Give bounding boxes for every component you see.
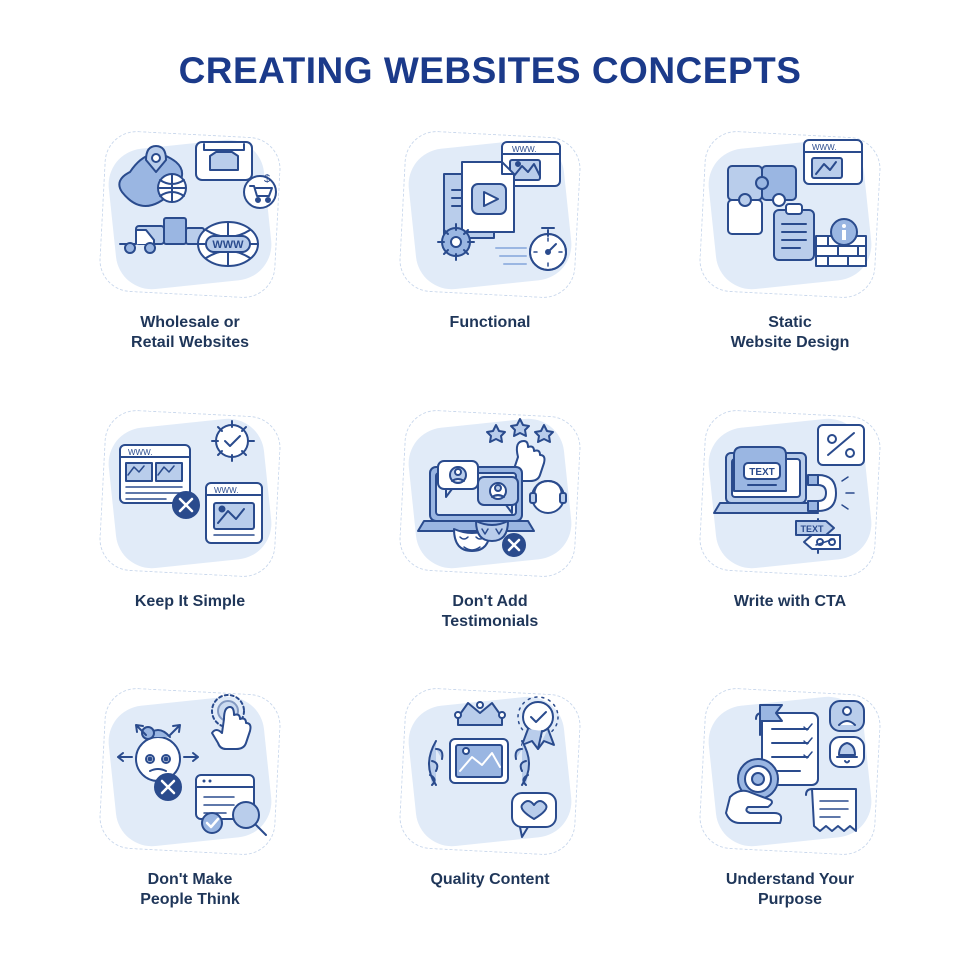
cell-label: Keep It Simple bbox=[135, 592, 245, 612]
svg-text:TEXT: TEXT bbox=[749, 467, 775, 478]
cell-quality-content: Quality Content bbox=[360, 689, 620, 940]
tile bbox=[400, 689, 580, 854]
write-cta-icon: TEXT TEXT bbox=[700, 411, 880, 576]
cell-write-cta: TEXT TEXT bbox=[660, 411, 920, 662]
tile: WWW. WWW. bbox=[100, 411, 280, 576]
tile: TEXT TEXT bbox=[700, 411, 880, 576]
cell-functional: WWW. bbox=[360, 132, 620, 383]
cell-wholesale-retail: $ bbox=[60, 132, 320, 383]
svg-text:WWW.: WWW. bbox=[128, 448, 152, 457]
static-design-icon: WWW. bbox=[700, 132, 880, 297]
no-testimonials-icon bbox=[400, 411, 580, 576]
svg-text:WWW.: WWW. bbox=[512, 145, 536, 154]
svg-text:TEXT: TEXT bbox=[800, 524, 824, 534]
cell-no-testimonials: Don't AddTestimonials bbox=[360, 411, 620, 662]
functional-icon: WWW. bbox=[400, 132, 580, 297]
wholesale-retail-icon: $ bbox=[100, 132, 280, 297]
svg-text:WWW.: WWW. bbox=[214, 486, 238, 495]
cell-label: Don't AddTestimonials bbox=[442, 592, 539, 632]
tile: WWW. bbox=[700, 132, 880, 297]
keep-simple-icon: WWW. WWW. bbox=[100, 411, 280, 576]
dont-think-icon bbox=[100, 689, 280, 854]
cell-label: Quality Content bbox=[430, 870, 549, 890]
cell-keep-simple: WWW. WWW. bbox=[60, 411, 320, 662]
tile bbox=[700, 689, 880, 854]
understand-purpose-icon bbox=[700, 689, 880, 854]
concepts-grid: $ bbox=[60, 132, 920, 940]
cell-label: Don't MakePeople Think bbox=[140, 870, 240, 910]
cell-label: StaticWebsite Design bbox=[731, 313, 850, 353]
cell-label: Wholesale orRetail Websites bbox=[131, 313, 249, 353]
cell-dont-think: Don't MakePeople Think bbox=[60, 689, 320, 940]
tile bbox=[100, 689, 280, 854]
cell-label: Understand YourPurpose bbox=[726, 870, 854, 910]
cell-static-design: WWW. bbox=[660, 132, 920, 383]
cell-label: Write with CTA bbox=[734, 592, 846, 612]
page-title: CREATING WEBSITES CONCEPTS bbox=[179, 50, 802, 92]
cell-label: Functional bbox=[450, 313, 531, 333]
tile bbox=[400, 411, 580, 576]
svg-text:WWW.: WWW. bbox=[812, 143, 836, 152]
cell-understand-purpose: Understand YourPurpose bbox=[660, 689, 920, 940]
quality-content-icon bbox=[400, 689, 580, 854]
svg-text:$: $ bbox=[264, 173, 270, 185]
tile: WWW. bbox=[400, 132, 580, 297]
svg-text:WWW: WWW bbox=[212, 239, 244, 251]
tile: $ bbox=[100, 132, 280, 297]
